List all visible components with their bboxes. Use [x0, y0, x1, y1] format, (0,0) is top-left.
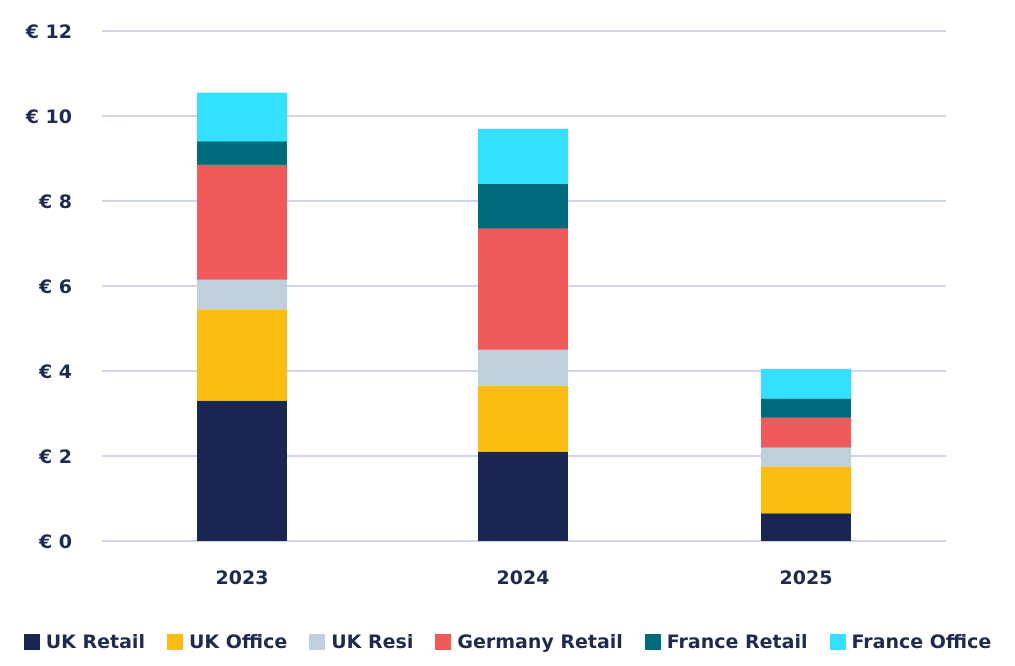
legend-item: France Office — [829, 631, 992, 653]
legend: UK Retail UK Office UK Resi Germany Retail F… — [0, 626, 1015, 658]
x-tick-label: 2024 — [497, 567, 550, 589]
x-tick-label: 2023 — [216, 567, 269, 589]
legend-swatch — [309, 634, 326, 650]
bar-segment-uk-retail-2025 — [761, 513, 851, 541]
bars — [197, 92, 851, 541]
bar-segment-germany-retail-2025 — [761, 417, 851, 448]
legend-swatch — [23, 634, 40, 650]
y-tick-label: € 2 — [38, 446, 72, 468]
y-tick-label: € 10 — [25, 106, 72, 128]
y-tick-label: € 4 — [38, 361, 72, 383]
y-tick-label: € 8 — [38, 191, 72, 213]
bar-segment-france-retail-2025 — [761, 398, 851, 418]
legend-label: France Retail — [666, 631, 808, 653]
x-tick-label: 2025 — [780, 567, 833, 589]
bar-segment-uk-resi-2023 — [197, 279, 287, 310]
bar-segment-germany-retail-2023 — [197, 164, 287, 280]
bar-segment-uk-resi-2024 — [478, 349, 568, 386]
x-axis-tick-labels: 2023 2024 2025 — [216, 567, 833, 589]
legend-swatch — [435, 634, 452, 650]
legend-label: Germany Retail — [457, 631, 623, 653]
bar-segment-france-office-2025 — [761, 368, 851, 399]
bar-segment-france-retail-2024 — [478, 184, 568, 229]
bar-segment-france-office-2023 — [197, 92, 287, 142]
legend-item: Germany Retail — [435, 631, 623, 653]
legend-swatch — [829, 634, 846, 650]
bar-segment-uk-office-2025 — [761, 466, 851, 514]
bar-segment-uk-office-2024 — [478, 385, 568, 452]
y-tick-label: € 6 — [38, 276, 72, 298]
bar-segment-uk-office-2023 — [197, 309, 287, 401]
y-axis-tick-labels: € 0 € 2 € 4 € 6 € 8 € 10 € 12 — [25, 21, 72, 553]
bar-segment-uk-resi-2025 — [761, 447, 851, 467]
bar-segment-germany-retail-2024 — [478, 228, 568, 350]
legend-item: UK Resi — [309, 631, 413, 653]
legend-label: UK Resi — [331, 631, 414, 653]
y-tick-label: € 12 — [25, 21, 72, 43]
legend-label: UK Retail — [45, 631, 145, 653]
legend-item: France Retail — [644, 631, 808, 653]
bar-segment-uk-retail-2024 — [478, 451, 568, 541]
legend-item: UK Retail — [23, 631, 145, 653]
legend-item: UK Office — [166, 631, 288, 653]
y-tick-label: € 0 — [38, 531, 72, 553]
legend-swatch — [644, 634, 661, 650]
legend-swatch — [166, 634, 183, 650]
bar-segment-uk-retail-2023 — [197, 400, 287, 541]
legend-label: France Office — [851, 631, 992, 653]
bar-segment-france-retail-2023 — [197, 141, 287, 165]
stacked-bar-chart: € 0 € 2 € 4 € 6 € 8 € 10 € 12 2023 2024 2025 — [25, 21, 946, 589]
bar-segment-france-office-2024 — [478, 128, 568, 184]
legend-label: UK Office — [188, 631, 288, 653]
